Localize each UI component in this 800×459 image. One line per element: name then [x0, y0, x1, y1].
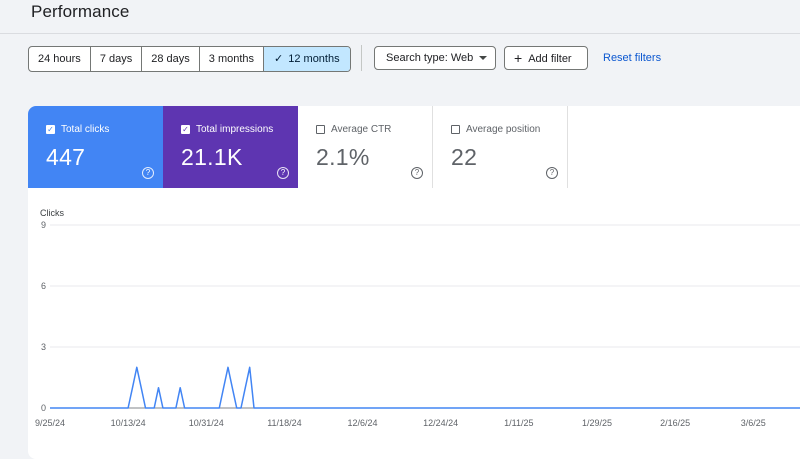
date-range-28-days[interactable]: 28 days	[142, 47, 200, 71]
caret-down-icon	[479, 56, 487, 60]
help-icon[interactable]: ?	[546, 167, 558, 179]
metric-value: 447	[46, 144, 86, 170]
checkbox-unchecked-icon[interactable]	[451, 125, 460, 134]
metric-total-clicks[interactable]: ✓ Total clicks 447 ?	[28, 106, 163, 188]
metric-label: Total clicks	[61, 124, 110, 135]
metric-label: Average position	[466, 124, 541, 135]
header-divider	[0, 33, 800, 34]
x-tick-label: 9/25/24	[35, 418, 65, 428]
help-icon[interactable]: ?	[142, 167, 154, 179]
checkbox-unchecked-icon[interactable]	[316, 125, 325, 134]
metric-value: 22	[451, 144, 478, 170]
y-tick-label: 3	[41, 342, 46, 352]
y-axis-label: Clicks	[40, 208, 64, 218]
clicks-series-line	[50, 366, 800, 409]
toolbar-divider	[361, 45, 362, 71]
checkbox-checked-icon[interactable]: ✓	[181, 125, 190, 134]
metric-total-impressions[interactable]: ✓ Total impressions 21.1K ?	[163, 106, 298, 188]
metric-average-position[interactable]: Average position 22 ?	[433, 106, 568, 188]
x-tick-label: 2/16/25	[660, 418, 690, 428]
date-range-12-months[interactable]: ✓ 12 months	[264, 47, 350, 71]
reset-filters-link[interactable]: Reset filters	[603, 52, 662, 64]
x-tick-label: 1/11/25	[504, 418, 533, 428]
x-tick-label: 1/29/25	[582, 418, 612, 428]
help-icon[interactable]: ?	[411, 167, 423, 179]
checkbox-checked-icon[interactable]: ✓	[46, 125, 55, 134]
x-tick-label: 12/6/24	[348, 418, 378, 428]
y-tick-label: 0	[41, 403, 46, 413]
metric-label: Average CTR	[331, 124, 392, 135]
help-icon[interactable]: ?	[277, 167, 289, 179]
date-range-7-days[interactable]: 7 days	[91, 47, 143, 71]
page-title: Performance	[31, 2, 130, 21]
date-range-selector: 24 hours 7 days 28 days 3 months ✓ 12 mon…	[28, 46, 351, 72]
y-tick-label: 9	[41, 220, 46, 230]
metric-label: Total impressions	[196, 124, 274, 135]
date-range-24-hours[interactable]: 24 hours	[29, 47, 91, 71]
x-tick-label: 3/6/25	[741, 418, 766, 428]
check-icon: ✓	[274, 53, 284, 65]
metric-value: 21.1K	[181, 144, 243, 170]
metric-value: 2.1%	[316, 144, 370, 170]
x-tick-label: 12/24/24	[423, 418, 458, 428]
add-filter-label: Add filter	[528, 53, 572, 65]
date-range-3-months[interactable]: 3 months	[200, 47, 265, 71]
x-tick-label: 10/13/24	[111, 418, 146, 428]
search-type-dropdown[interactable]: Search type: Web	[374, 46, 496, 70]
performance-chart: Clicks 0 3 6 9 9/25/24 10/13/24 10/31/24 11/18/2…	[35, 208, 800, 428]
date-range-12-months-label: 12 months	[288, 53, 340, 65]
add-filter-button[interactable]: + Add filter	[504, 46, 588, 70]
y-tick-label: 6	[41, 281, 46, 291]
x-tick-label: 11/18/24	[267, 418, 301, 428]
x-tick-label: 10/31/24	[189, 418, 224, 428]
search-type-label: Search type: Web	[386, 52, 474, 64]
metric-average-ctr[interactable]: Average CTR 2.1% ?	[298, 106, 433, 188]
plus-icon: +	[514, 50, 523, 66]
